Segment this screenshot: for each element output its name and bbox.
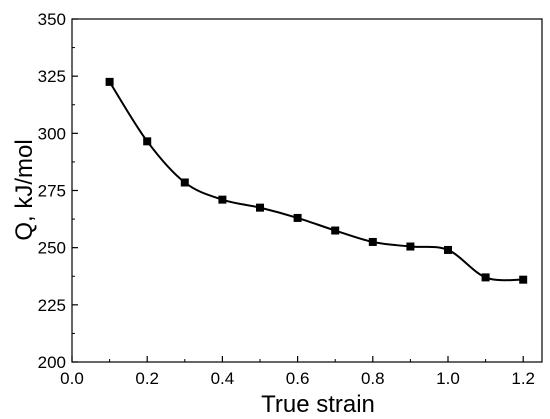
data-point-marker xyxy=(519,275,528,284)
x-tick-label: 0.4 xyxy=(211,369,235,388)
x-tick-label: 0.6 xyxy=(286,369,310,388)
data-point-marker xyxy=(331,226,340,235)
x-tick-label: 0.2 xyxy=(135,369,159,388)
data-point-marker xyxy=(406,242,415,251)
y-ticks: 200 225 250 275 300 325 350 xyxy=(38,10,78,372)
series-group xyxy=(105,77,528,284)
y-tick-label: 225 xyxy=(38,296,66,315)
data-point-marker xyxy=(481,273,490,282)
x-tick-label: 1.2 xyxy=(511,369,535,388)
y-tick-label: 300 xyxy=(38,124,66,143)
data-point-marker xyxy=(368,237,377,246)
y-tick-label: 275 xyxy=(38,182,66,201)
y-tick-label: 350 xyxy=(38,10,66,29)
x-ticks: 0.0 0.2 0.4 0.6 0.8 1.0 1.2 xyxy=(60,356,535,388)
y-tick-label: 200 xyxy=(38,353,66,372)
data-point-marker xyxy=(256,203,264,212)
y-tick-label: 325 xyxy=(38,67,66,86)
data-point-marker xyxy=(180,178,189,187)
y-tick-label: 250 xyxy=(38,239,66,258)
data-point-marker xyxy=(293,213,302,222)
data-point-marker xyxy=(444,245,452,254)
series-line xyxy=(108,81,524,282)
x-axis-title: True strain xyxy=(261,391,375,418)
data-point-marker xyxy=(105,77,114,86)
data-point-marker xyxy=(143,137,152,146)
y-axis-title: Q, kJ/mol xyxy=(11,139,38,240)
plot-frame xyxy=(71,18,543,363)
x-tick-label: 0.0 xyxy=(60,369,84,388)
x-tick-label: 0.8 xyxy=(361,369,385,388)
data-point-marker xyxy=(218,195,227,204)
x-tick-label: 1.0 xyxy=(436,369,460,388)
